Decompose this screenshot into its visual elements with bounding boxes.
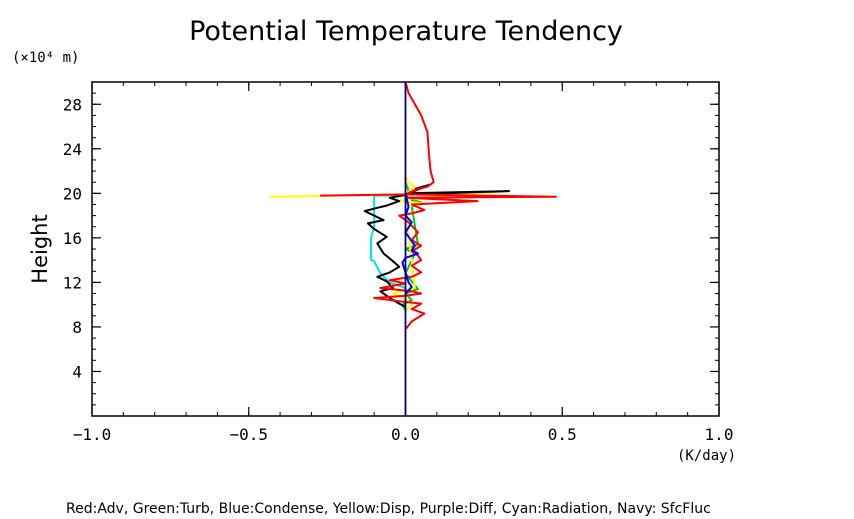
y-tick-labels: 4 8 12 16 20 24 28 [63,95,82,381]
x-tick-label: −0.5 [229,425,268,444]
x-tick-labels: −1.0 −0.5 0.0 0.5 1.0 [73,425,734,444]
y-axis-label: Height [28,214,52,283]
x-tick-label: 0.0 [391,425,420,444]
series-lines [269,81,557,416]
x-tick-label: 0.5 [548,425,577,444]
y-tick-label: 4 [72,362,82,381]
series-line-cyan [370,194,406,289]
y-tick-label: 12 [63,273,82,292]
y-tick-label: 8 [72,318,82,337]
y-tick-label: 20 [63,184,82,203]
y-tick-label: 24 [63,140,82,159]
y-unit-label: (×10⁴ m) [12,50,79,66]
series-line-red [319,81,557,330]
chart-title: Potential Temperature Tendency [189,16,623,47]
legend-text: Red:Adv, Green:Turb, Blue:Condense, Yell… [66,501,711,517]
x-tick-label: 1.0 [705,425,734,444]
y-tick-label: 28 [63,95,82,114]
x-unit-label: (K/day) [677,448,736,464]
x-tick-label: −1.0 [73,425,112,444]
y-tick-label: 16 [63,229,82,248]
